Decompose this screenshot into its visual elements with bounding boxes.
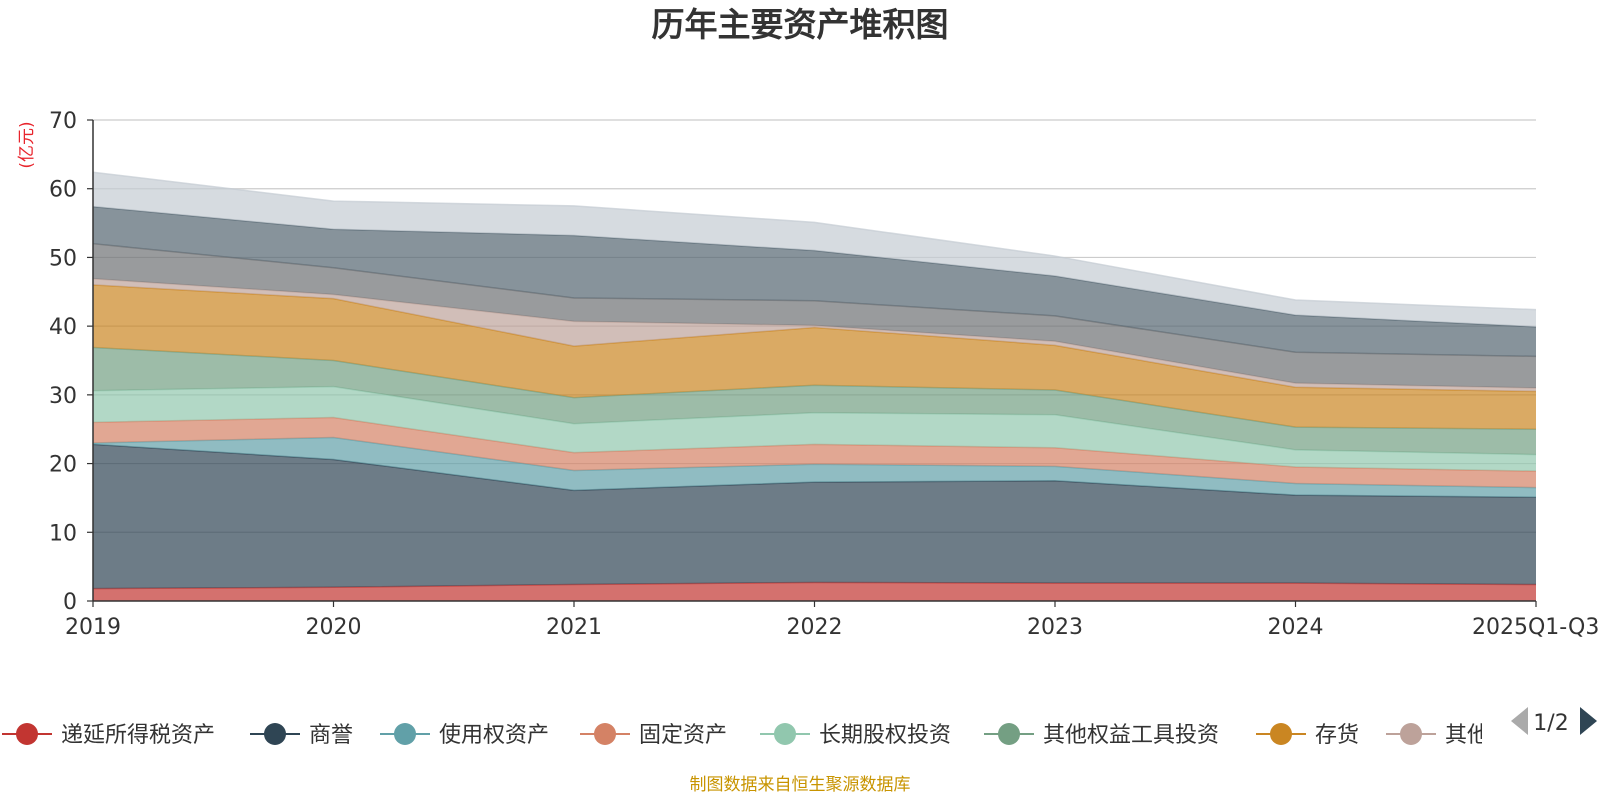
legend-prev-page-icon[interactable] <box>1511 707 1528 735</box>
legend-item-7[interactable]: 存货 <box>1256 723 1359 748</box>
legend-marker-4 <box>594 723 616 745</box>
area-series-6 <box>93 347 1536 455</box>
legend-next-page-icon[interactable] <box>1580 707 1597 735</box>
y-tick-label-40: 40 <box>49 315 77 340</box>
legend-marker-3 <box>394 723 416 745</box>
y-axis-label: (亿元) <box>17 121 37 168</box>
legend-label-7: 存货 <box>1315 723 1359 748</box>
area-series-group <box>92 171 1537 601</box>
x-tick-label-2025Q1-Q3: 2025Q1-Q3 <box>1472 615 1599 640</box>
y-tick-label-70: 70 <box>49 109 77 134</box>
y-tick-label-20: 20 <box>49 453 77 478</box>
legend-label-2: 商誉 <box>309 723 353 748</box>
legend-item-1[interactable]: 递延所得税资产 <box>2 723 215 748</box>
y-tick-label-30: 30 <box>49 384 77 409</box>
legend-marker-5 <box>774 723 796 745</box>
x-tick-label-2019: 2019 <box>65 615 121 640</box>
legend-marker-2 <box>264 723 286 745</box>
legend-item-6[interactable]: 其他权益工具投资 <box>984 723 1219 748</box>
area-series-1 <box>93 582 1536 601</box>
legend-label-6: 其他权益工具投资 <box>1043 723 1219 748</box>
axes: 0 10 20 30 40 50 60 70 2019 2020 2021 2022 2023 2024 2… <box>49 109 1599 640</box>
legend-item-8[interactable]: 其他 <box>1386 723 1489 748</box>
legend: 递延所得税资产 商誉 使用权资产 固定资产 长期股权投资 其他权益工具投资 存货 其他 <box>2 723 1489 748</box>
area-series-5 <box>93 386 1536 472</box>
legend-item-2[interactable]: 商誉 <box>250 723 353 748</box>
legend-label-8: 其他 <box>1445 723 1489 748</box>
legend-label-5: 长期股权投资 <box>819 723 951 748</box>
x-tick-label-2023: 2023 <box>1027 615 1083 640</box>
legend-pager: 1/2 <box>1511 707 1597 736</box>
legend-label-3: 使用权资产 <box>439 723 549 748</box>
source-note: 制图数据来自恒生聚源数据库 <box>690 775 911 795</box>
legend-marker-1 <box>16 723 38 745</box>
area-series-10 <box>93 206 1536 357</box>
legend-item-4[interactable]: 固定资产 <box>580 723 727 748</box>
legend-marker-6 <box>998 723 1020 745</box>
x-tick-label-2024: 2024 <box>1268 615 1324 640</box>
x-tick-label-2020: 2020 <box>306 615 362 640</box>
y-tick-label-60: 60 <box>49 178 77 203</box>
legend-label-1: 递延所得税资产 <box>61 723 215 748</box>
legend-marker-8 <box>1400 723 1422 745</box>
legend-item-3[interactable]: 使用权资产 <box>380 723 549 748</box>
legend-label-4: 固定资产 <box>639 723 727 748</box>
area-series-7 <box>93 284 1536 430</box>
area-series-3 <box>93 437 1536 498</box>
chart-title: 历年主要资产堆积图 <box>652 5 949 44</box>
area-series-8 <box>93 278 1536 392</box>
area-series-4 <box>93 417 1536 488</box>
area-series-9 <box>93 243 1536 388</box>
legend-marker-7 <box>1270 723 1292 745</box>
area-top-line-11 <box>92 171 1537 311</box>
area-series-2 <box>93 444 1536 589</box>
y-tick-label-10: 10 <box>49 521 77 546</box>
y-tick-label-0: 0 <box>63 590 77 615</box>
x-tick-label-2022: 2022 <box>787 615 843 640</box>
x-tick-label-2021: 2021 <box>546 615 602 640</box>
legend-page-indicator: 1/2 <box>1533 711 1568 736</box>
legend-item-5[interactable]: 长期股权投资 <box>760 723 951 748</box>
area-series-11 <box>93 172 1536 327</box>
legend-items: 递延所得税资产 商誉 使用权资产 固定资产 长期股权投资 其他权益工具投资 存货 其他 <box>2 723 1489 748</box>
y-tick-label-50: 50 <box>49 246 77 271</box>
